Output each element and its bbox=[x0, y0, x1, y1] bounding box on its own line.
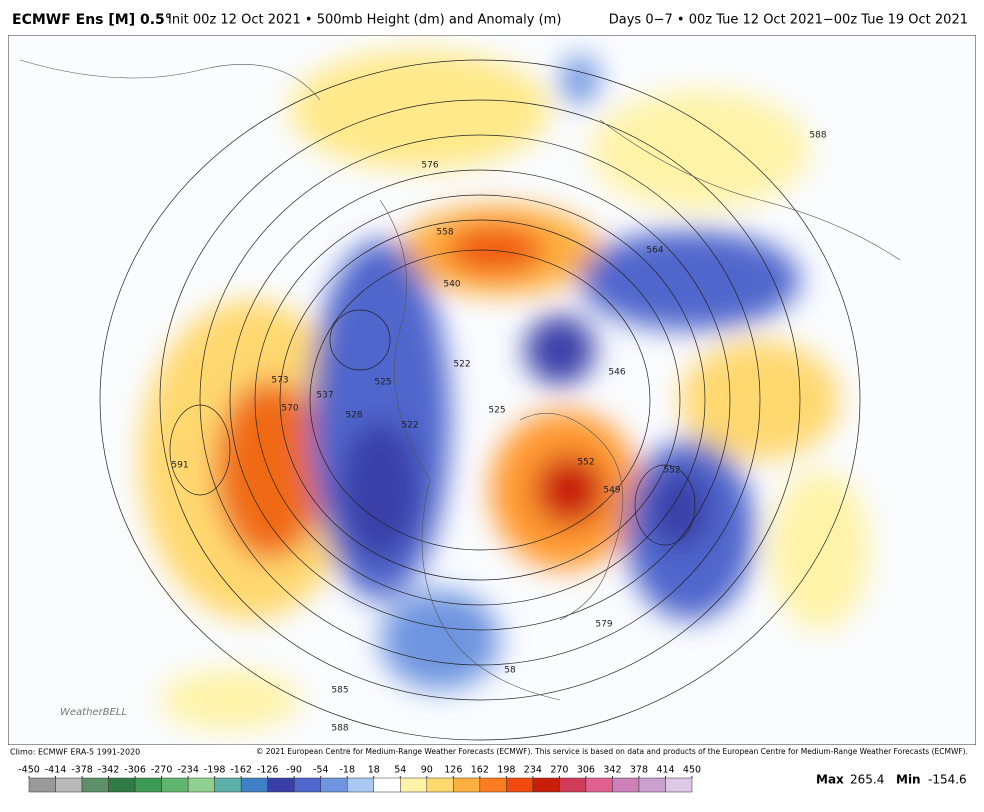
colorbar-swatch bbox=[267, 777, 295, 793]
colorbar-swatch bbox=[373, 777, 401, 793]
colorbar-tick-label: -126 bbox=[257, 765, 279, 776]
colorbar-tick-label: -18 bbox=[339, 765, 355, 776]
colorbar-tick-label: 198 bbox=[497, 765, 515, 776]
contour-label: 576 bbox=[421, 161, 438, 171]
contour-label: 570 bbox=[281, 404, 298, 414]
colorbar-swatch bbox=[638, 777, 666, 793]
colorbar-swatch bbox=[665, 777, 693, 793]
colorbar-swatch bbox=[532, 777, 560, 793]
coastlines bbox=[19, 59, 901, 701]
contour-label: 522 bbox=[401, 421, 418, 431]
colorbar: -450 -414 -378 -342 -306 -270 -234 -198 -162 -126… bbox=[18, 765, 701, 793]
height-contours bbox=[99, 59, 861, 741]
colorbar-swatch bbox=[559, 777, 587, 793]
colorbar-swatch bbox=[81, 777, 109, 793]
contour-label: 522 bbox=[453, 360, 470, 370]
colorbar-swatch bbox=[506, 777, 534, 793]
colorbar-tick-label: 54 bbox=[394, 765, 406, 776]
contour-label: 540 bbox=[443, 280, 460, 290]
contour-label-group: 576 558 540 522 525 591 585 588 588 573 570 537 528 5… bbox=[171, 131, 826, 734]
map: 576 558 540 522 525 591 585 588 588 573 570 537 528 5… bbox=[8, 35, 976, 745]
title-rest: Init 00z 12 Oct 2021 • 500mb Height (dm)… bbox=[168, 13, 561, 28]
colorbar-tick-label: -342 bbox=[98, 765, 120, 776]
contour-label: 525 bbox=[488, 406, 505, 416]
colorbar-tick-label: 90 bbox=[421, 765, 433, 776]
colorbar-swatch bbox=[134, 777, 162, 793]
colorbar-swatch bbox=[214, 777, 242, 793]
contour-label: 558 bbox=[436, 228, 453, 238]
colorbar-tick-label: 18 bbox=[368, 765, 380, 776]
colorbar-swatch bbox=[320, 777, 348, 793]
title-bold: ECMWF Ens [M] 0.5° bbox=[12, 12, 172, 28]
colorbar-tick-label: 234 bbox=[524, 765, 542, 776]
colorbar-tick-label: 378 bbox=[630, 765, 648, 776]
colorbar-swatch bbox=[585, 777, 613, 793]
colorbar-swatch bbox=[400, 777, 428, 793]
climo: Climo: ECMWF ERA-5 1991-2020 bbox=[10, 748, 140, 757]
colorbar-swatch bbox=[187, 777, 215, 793]
colorbar-swatch bbox=[293, 777, 321, 793]
contour-label: 591 bbox=[171, 461, 188, 471]
contour-label: 528 bbox=[345, 411, 362, 421]
anomaly-shading bbox=[140, 50, 870, 730]
period: Days 0−7 • 00z Tue 12 Oct 2021−00z Tue 1… bbox=[609, 13, 968, 28]
contour-label: 564 bbox=[646, 246, 663, 256]
colorbar-tick-label: -450 bbox=[18, 765, 40, 776]
min-value: -154.6 bbox=[928, 773, 967, 787]
colorbar-swatch bbox=[28, 777, 56, 793]
contour-label: 588 bbox=[809, 131, 826, 141]
contour-label: 549 bbox=[603, 486, 620, 496]
contour-label: 537 bbox=[316, 391, 333, 401]
colorbar-swatch bbox=[346, 777, 375, 793]
max-value: 265.4 bbox=[850, 773, 884, 787]
colorbar-tick-label: 414 bbox=[656, 765, 674, 776]
colorbar-tick-label: -414 bbox=[45, 765, 67, 776]
contour-label: 525 bbox=[374, 378, 391, 388]
max-label: Max bbox=[816, 773, 844, 787]
colorbar-swatch bbox=[612, 777, 640, 793]
colorbar-tick-label: 126 bbox=[444, 765, 462, 776]
colorbar-tick-label: 306 bbox=[577, 765, 595, 776]
colorbar-tick-label: -198 bbox=[204, 765, 226, 776]
colorbar-swatch bbox=[453, 777, 481, 793]
logo: WeatherBELL bbox=[60, 707, 127, 718]
contour-label: 552 bbox=[577, 458, 594, 468]
copyright: © 2021 European Centre for Medium-Range … bbox=[256, 747, 968, 756]
contour-label: 546 bbox=[608, 368, 625, 378]
contour-label: 573 bbox=[271, 376, 288, 386]
min-label: Min bbox=[896, 773, 921, 787]
colorbar-tick-label: 450 bbox=[683, 765, 701, 776]
colorbar-tick-label: -90 bbox=[286, 765, 302, 776]
contour-label: 585 bbox=[331, 686, 348, 696]
colorbar-tick-label: -270 bbox=[151, 765, 173, 776]
contour-label: 579 bbox=[595, 620, 612, 630]
colorbar-swatch bbox=[479, 777, 507, 793]
colorbar-tick-label: -54 bbox=[313, 765, 329, 776]
colorbar-swatch bbox=[55, 777, 83, 793]
colorbar-tick-label: 270 bbox=[550, 765, 568, 776]
colorbar-tick-label: 162 bbox=[471, 765, 489, 776]
colorbar-swatch bbox=[108, 777, 136, 793]
contour-label: 58 bbox=[504, 666, 516, 676]
colorbar-swatch bbox=[240, 777, 268, 793]
colorbar-swatch bbox=[426, 777, 454, 793]
colorbar-tick-label: -378 bbox=[71, 765, 93, 776]
colorbar-tick-label: -162 bbox=[230, 765, 252, 776]
contour-label: 552 bbox=[663, 466, 680, 476]
colorbar-tick-label: -306 bbox=[124, 765, 146, 776]
colorbar-tick-label: -234 bbox=[177, 765, 199, 776]
colorbar-swatch bbox=[161, 777, 189, 793]
colorbar-tick-label: 342 bbox=[603, 765, 621, 776]
contour-label: 588 bbox=[331, 724, 348, 734]
